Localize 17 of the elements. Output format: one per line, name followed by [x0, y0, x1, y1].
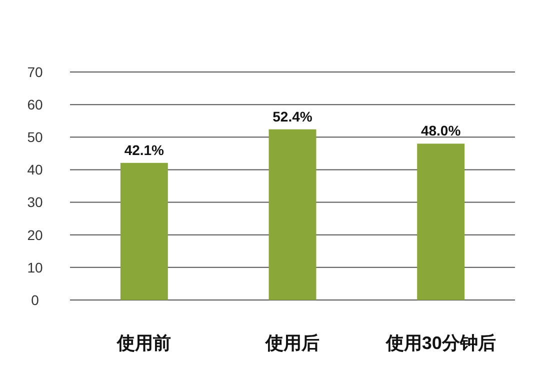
- data-label: 42.1%: [124, 142, 165, 158]
- data-label: 48.0%: [420, 122, 462, 139]
- y-tick-label: 60: [27, 96, 43, 112]
- x-tick-label: 使用前: [116, 333, 172, 353]
- y-tick-label: 50: [27, 129, 43, 146]
- y-tick-label: 30: [27, 194, 43, 210]
- y-tick-label: 70: [27, 64, 43, 80]
- y-tick-label: 0: [31, 292, 40, 308]
- x-tick-label: 使用30分钟后: [384, 333, 496, 353]
- data-label: 52.4%: [272, 108, 313, 124]
- bar: [120, 162, 168, 300]
- y-tick-label: 40: [27, 162, 43, 178]
- y-tick-label: 10: [27, 259, 43, 276]
- y-tick-label: 20: [27, 226, 43, 243]
- bar: [417, 144, 465, 300]
- bar: [268, 129, 316, 300]
- x-tick-label: 使用后: [264, 333, 320, 353]
